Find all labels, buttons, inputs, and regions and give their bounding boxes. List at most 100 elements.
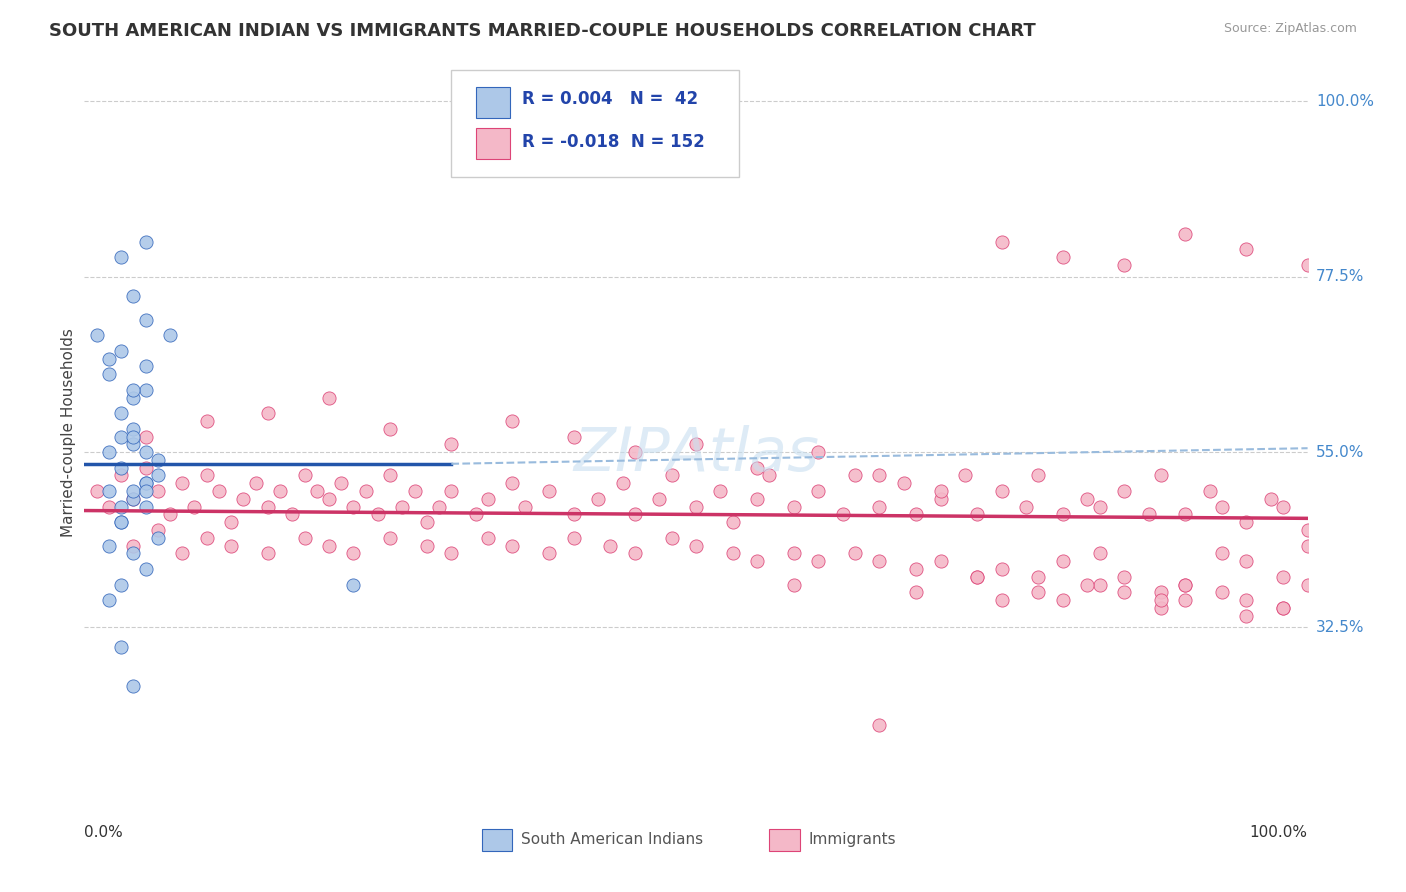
Point <box>502 539 524 553</box>
Point <box>122 422 145 436</box>
Point <box>831 508 853 522</box>
Point <box>869 468 891 483</box>
Point <box>929 491 952 506</box>
Point <box>97 593 120 607</box>
Point <box>122 289 145 303</box>
Point <box>135 562 157 576</box>
Point <box>562 508 585 522</box>
Text: 77.5%: 77.5% <box>1316 269 1364 285</box>
Point <box>172 476 194 491</box>
Point <box>1174 577 1197 591</box>
Point <box>416 539 439 553</box>
Point <box>110 500 132 514</box>
Point <box>1076 491 1098 506</box>
Point <box>1088 577 1111 591</box>
Point <box>1211 546 1233 560</box>
Text: 0.0%: 0.0% <box>84 825 124 840</box>
Point <box>1150 468 1173 483</box>
Point <box>893 476 915 491</box>
Point <box>1296 539 1319 553</box>
Point <box>538 546 561 560</box>
Point <box>440 546 463 560</box>
Point <box>1028 570 1050 584</box>
Point <box>219 539 242 553</box>
Text: Source: ZipAtlas.com: Source: ZipAtlas.com <box>1223 22 1357 36</box>
Point <box>929 484 952 499</box>
Point <box>257 406 280 420</box>
Point <box>966 570 988 584</box>
Text: 100.0%: 100.0% <box>1316 94 1374 109</box>
Point <box>477 491 499 506</box>
Point <box>146 468 169 483</box>
Point <box>1076 577 1098 591</box>
Point <box>135 500 157 514</box>
Point <box>721 515 744 529</box>
Point <box>1174 593 1197 607</box>
Point <box>135 235 157 249</box>
Point <box>135 476 157 491</box>
Point <box>97 539 120 553</box>
Point <box>219 515 242 529</box>
Point <box>929 554 952 568</box>
Point <box>97 484 120 499</box>
Point <box>1114 484 1136 499</box>
Text: 100.0%: 100.0% <box>1250 825 1308 840</box>
Point <box>502 414 524 428</box>
Point <box>1236 554 1258 568</box>
Point <box>1174 577 1197 591</box>
Point <box>146 523 169 537</box>
Point <box>624 508 647 522</box>
Point <box>1150 585 1173 599</box>
Point <box>538 484 561 499</box>
Point <box>685 437 707 451</box>
Point <box>208 484 231 499</box>
Point <box>1272 500 1295 514</box>
Point <box>135 383 157 397</box>
Point <box>1137 508 1160 522</box>
Point <box>709 484 731 499</box>
Text: 55.0%: 55.0% <box>1316 444 1364 459</box>
Point <box>135 429 157 443</box>
Point <box>905 585 928 599</box>
Point <box>1272 601 1295 615</box>
Point <box>318 539 340 553</box>
Point <box>1260 491 1282 506</box>
Text: South American Indians: South American Indians <box>522 832 703 847</box>
Point <box>599 539 621 553</box>
Point <box>477 531 499 545</box>
Point <box>416 515 439 529</box>
Point <box>342 500 364 514</box>
Point <box>905 562 928 576</box>
Point <box>257 500 280 514</box>
Point <box>1236 593 1258 607</box>
Point <box>440 437 463 451</box>
Point <box>612 476 634 491</box>
Point <box>807 554 830 568</box>
Point <box>747 554 769 568</box>
Point <box>427 500 450 514</box>
Point <box>624 445 647 459</box>
Text: ZIPAtlas: ZIPAtlas <box>574 425 818 484</box>
Point <box>110 515 132 529</box>
Point <box>783 546 806 560</box>
Point <box>1236 608 1258 623</box>
Point <box>758 468 780 483</box>
Point <box>953 468 976 483</box>
Point <box>1114 570 1136 584</box>
Point <box>1272 570 1295 584</box>
Point <box>146 453 169 467</box>
Point <box>966 570 988 584</box>
Point <box>122 546 145 560</box>
Point <box>245 476 267 491</box>
Point <box>380 468 402 483</box>
Point <box>172 546 194 560</box>
Point <box>146 531 169 545</box>
Point <box>97 367 120 381</box>
FancyBboxPatch shape <box>451 70 738 178</box>
Point <box>747 491 769 506</box>
Point <box>1028 585 1050 599</box>
Point <box>1052 508 1074 522</box>
Point <box>159 508 181 522</box>
Point <box>1052 593 1074 607</box>
Point <box>97 445 120 459</box>
